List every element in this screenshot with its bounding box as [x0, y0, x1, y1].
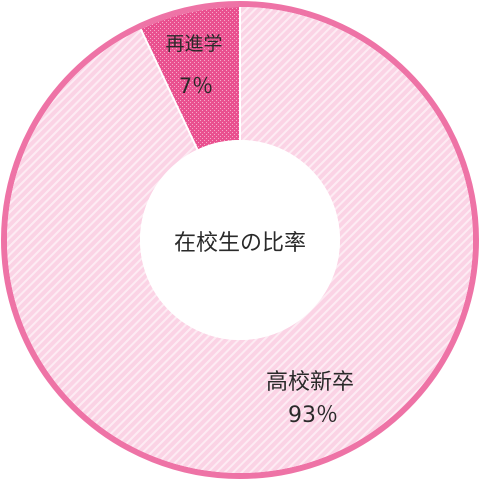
slice-label-percent-reentry: 7％: [179, 74, 213, 98]
pie-slices: [6, 6, 474, 473]
chart-title: 在校生の比率: [174, 231, 306, 256]
slice-dividers: [139, 7, 241, 150]
pie-slice-reentry: [140, 6, 240, 150]
slice-label-percent-newgrad: 93％: [288, 403, 338, 428]
slice-divider: [139, 28, 199, 150]
chart-center-hole: [140, 140, 340, 340]
pie-slice-newgrad: [6, 7, 474, 473]
slice-label-name-newgrad: 高校新卒: [266, 370, 354, 395]
slice-label-name-reentry: 再進学: [165, 33, 222, 55]
